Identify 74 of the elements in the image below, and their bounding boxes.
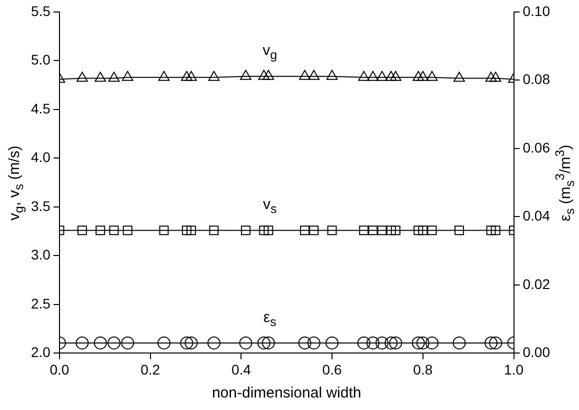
- point: [367, 70, 379, 81]
- point: [259, 226, 269, 236]
- point: [490, 72, 502, 82]
- point: [308, 70, 320, 80]
- point: [485, 72, 497, 82]
- point: [209, 226, 219, 236]
- y-tick-label: 4.5: [30, 100, 51, 116]
- y2-tick-label: 0.04: [522, 208, 550, 224]
- point: [368, 226, 378, 236]
- y-tick-label: 3.0: [30, 246, 51, 263]
- point: [376, 70, 388, 81]
- point: [390, 70, 402, 81]
- point: [96, 226, 106, 236]
- point: [240, 70, 252, 80]
- point: [412, 70, 424, 81]
- y2-tick-label: 0.02: [522, 276, 550, 292]
- series-label: ε$_{s}$: [263, 308, 276, 329]
- point: [300, 226, 310, 236]
- point: [326, 70, 338, 80]
- point: [76, 72, 88, 82]
- y2-tick-label: 0.00: [522, 344, 550, 360]
- point: [109, 226, 119, 236]
- point: [359, 226, 369, 236]
- series-label: v$_{s}$: [263, 196, 277, 216]
- point: [77, 226, 87, 236]
- series-label: v$_{g}$: [262, 42, 278, 62]
- point: [358, 70, 370, 81]
- point: [385, 70, 397, 81]
- point: [258, 70, 270, 80]
- point: [454, 72, 465, 82]
- point: [418, 226, 428, 236]
- point: [417, 70, 429, 81]
- x-tick-label: 0.0: [50, 361, 70, 378]
- point: [262, 70, 274, 80]
- y2-tick-label: 0.10: [522, 2, 550, 19]
- x-tick-label: 0.6: [322, 361, 342, 378]
- point: [180, 70, 192, 81]
- point: [414, 226, 424, 236]
- y-tick-label: 5.0: [30, 52, 51, 68]
- point: [182, 226, 192, 236]
- y2-tick-label: 0.08: [522, 71, 550, 88]
- point: [427, 226, 437, 236]
- x-tick-label: 0.4: [231, 361, 252, 378]
- y-tick-label: 3.5: [30, 198, 51, 214]
- point: [159, 226, 169, 236]
- x-tick-label: 1.0: [504, 361, 524, 378]
- point: [240, 226, 250, 236]
- x-axis-title: non-dimensional width: [212, 384, 362, 402]
- point: [309, 226, 319, 236]
- point: [122, 70, 134, 81]
- y-tick-label: 5.5: [30, 2, 51, 19]
- point: [390, 226, 400, 236]
- point: [264, 226, 274, 236]
- x-tick-label: 0.2: [140, 361, 160, 378]
- point: [186, 70, 197, 81]
- point: [299, 70, 310, 80]
- point: [454, 226, 464, 236]
- point: [208, 70, 220, 81]
- y-tick-label: 2.0: [30, 344, 51, 360]
- x-tick-label: 0.8: [413, 361, 433, 378]
- point: [486, 226, 496, 236]
- y2-tick-label: 0.06: [522, 139, 550, 156]
- point: [186, 226, 196, 236]
- point: [386, 226, 396, 236]
- point: [377, 226, 387, 236]
- point: [327, 226, 337, 236]
- point: [122, 226, 132, 236]
- point: [158, 70, 170, 81]
- point: [108, 72, 120, 82]
- point: [426, 70, 438, 81]
- point: [490, 226, 500, 236]
- y-tick-label: 2.5: [30, 295, 51, 312]
- y-tick-label: 4.0: [30, 149, 51, 166]
- point: [94, 72, 106, 82]
